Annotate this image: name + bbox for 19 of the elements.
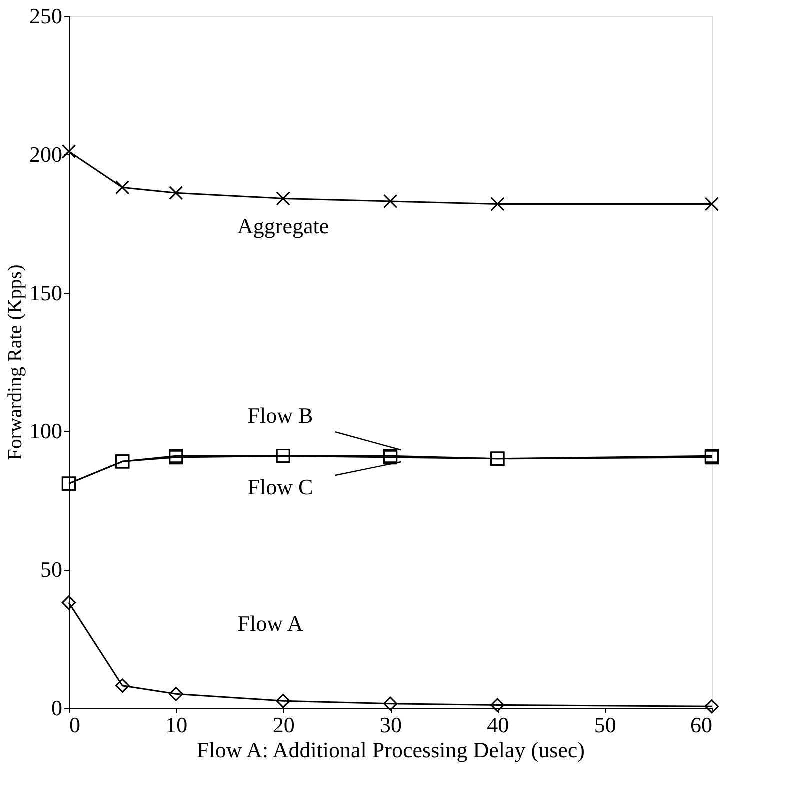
x-tick-label: 30 <box>380 712 402 738</box>
series-label: Flow B <box>248 403 314 428</box>
series-label: Flow C <box>248 474 314 500</box>
y-tick-label: 200 <box>30 142 62 167</box>
y-tick-label: 150 <box>30 280 62 306</box>
x-tick-label: 20 <box>272 712 295 738</box>
y-tick-label: 0 <box>52 696 62 720</box>
x-tick-label: 10 <box>166 712 188 738</box>
y-tick-label: 50 <box>40 557 62 582</box>
text: Flow A <box>238 610 304 636</box>
y-tick-label: 100 <box>30 418 62 444</box>
x-tick-label: 0 <box>70 712 80 738</box>
x-tick-label: 40 <box>487 712 510 738</box>
y-tick-label: 250 <box>30 4 62 28</box>
x-tick-label: 50 <box>594 712 616 738</box>
series-label: Aggregate <box>238 214 330 239</box>
x-axis-title: Flow A: Additional Processing Delay (usec) <box>196 738 586 762</box>
x-tick-label: 60 <box>690 712 712 738</box>
y-axis-title: Forwarding Rate (Kpps) <box>4 264 26 460</box>
